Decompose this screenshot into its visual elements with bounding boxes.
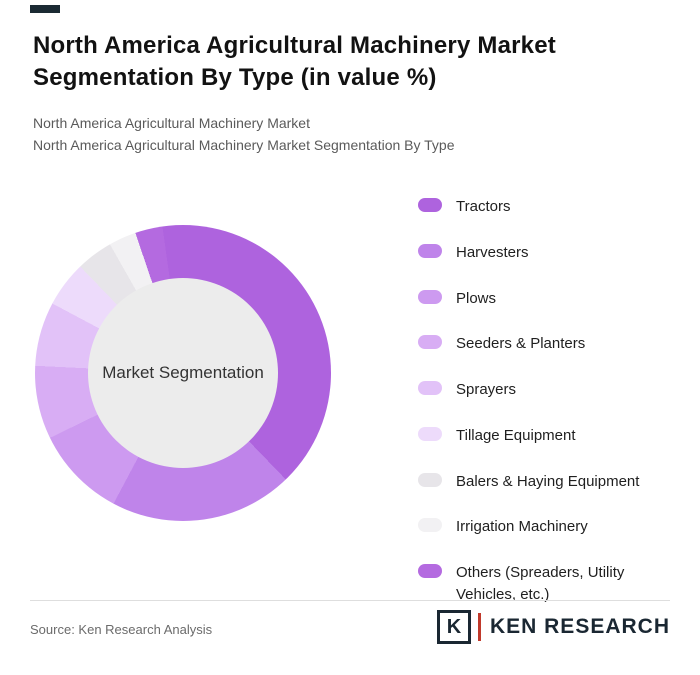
legend-swatch [418, 335, 442, 350]
donut-center-label: Market Segmentation [102, 363, 264, 382]
logo-divider [477, 613, 481, 641]
legend-item: Harvesters [418, 242, 670, 264]
page-title: North America Agricultural Machinery Mar… [33, 32, 556, 91]
legend-label: Tillage Equipment [456, 426, 576, 444]
legend-label: Harvesters [456, 243, 529, 261]
legend-label: Others (Spreaders, Utility Vehicles, etc… [456, 564, 625, 603]
footer-divider [30, 600, 670, 601]
legend-item: Tractors [418, 196, 670, 218]
chart-legend: Tractors Harvesters Plows Seeders & Plan… [418, 196, 670, 630]
legend-item: Others (Spreaders, Utility Vehicles, etc… [418, 562, 670, 606]
subtitle-line-1: North America Agricultural Machinery Mar… [33, 115, 310, 131]
legend-item: Irrigation Machinery [418, 516, 670, 538]
legend-item: Balers & Haying Equipment [418, 471, 670, 493]
legend-label: Balers & Haying Equipment [456, 472, 640, 490]
subtitle-line-2: North America Agricultural Machinery Mar… [33, 136, 455, 153]
source-text: Source: Ken Research Analysis [30, 622, 213, 637]
legend-swatch [418, 198, 442, 212]
logo-k-mark: K [436, 610, 471, 644]
ken-research-logo: K KEN RESEARCH [436, 610, 670, 644]
legend-swatch [418, 564, 442, 578]
legend-label: Sprayers [456, 381, 517, 398]
legend-swatch [418, 518, 442, 533]
legend-item: Seeders & Planters [418, 333, 670, 355]
legend-item: Tillage Equipment [418, 425, 670, 447]
accent-bar [30, 5, 60, 13]
legend-swatch [418, 381, 442, 395]
legend-item: Plows [418, 288, 670, 310]
legend-swatch [418, 289, 442, 304]
logo-text: KEN RESEARCH [489, 615, 670, 638]
subtitle-block: North America Agricultural Machinery Mar… [33, 113, 454, 156]
legend-label: Tractors [456, 198, 511, 215]
legend-swatch [418, 243, 442, 258]
legend-label: Seeders & Planters [456, 335, 586, 353]
legend-item: Sprayers [418, 379, 670, 401]
legend-swatch [418, 426, 442, 441]
legend-label: Irrigation Machinery [456, 518, 588, 536]
legend-label: Plows [456, 289, 497, 307]
donut-chart: Market Segmentation [35, 225, 331, 521]
legend-swatch [418, 472, 442, 487]
donut-center: Market Segmentation [88, 278, 278, 468]
